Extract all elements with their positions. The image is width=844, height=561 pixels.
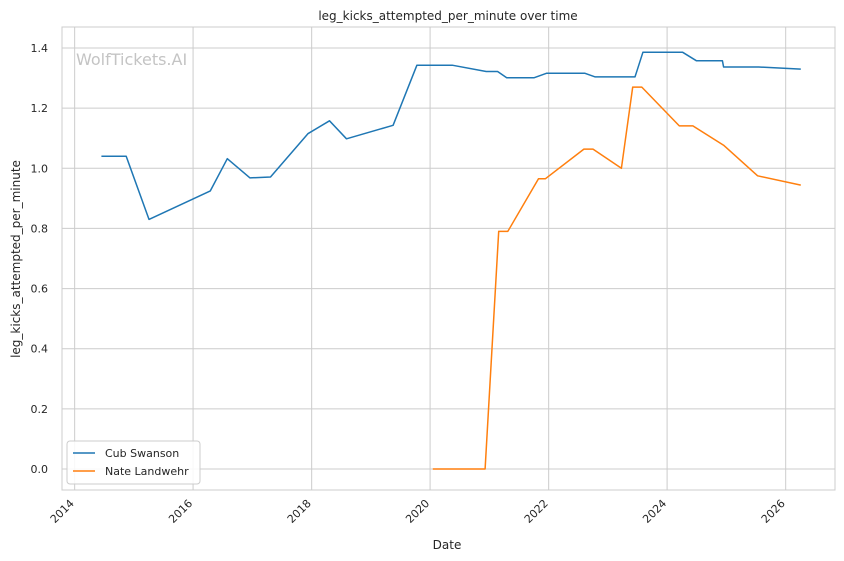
x-axis-label: Date [433, 538, 462, 552]
y-axis-label: leg_kicks_attempted_per_minute [9, 160, 23, 358]
x-tick-label: 2024 [640, 497, 669, 526]
x-tick-label: 2016 [166, 497, 195, 526]
chart-title: leg_kicks_attempted_per_minute over time [318, 9, 577, 23]
watermark: WolfTickets.AI [76, 50, 187, 69]
legend: Cub Swanson Nate Landwehr [66, 440, 201, 485]
series-lines [101, 51, 801, 470]
legend-label-1: Nate Landwehr [105, 465, 189, 478]
x-tick-label: 2022 [522, 497, 551, 526]
series-line-0 [101, 51, 801, 221]
y-tick-label: 0.2 [31, 403, 49, 416]
grid [62, 27, 835, 490]
y-tick-label: 0.6 [31, 283, 49, 296]
legend-label-0: Cub Swanson [105, 447, 179, 460]
plot-area [61, 26, 836, 491]
x-tick-label: 2018 [285, 497, 314, 526]
y-tick-label: 0.4 [31, 343, 49, 356]
y-tick-label: 1.4 [31, 42, 49, 55]
series-line-1 [432, 86, 801, 470]
y-tick-label: 1.2 [31, 102, 49, 115]
x-tick-labels: 2014 2016 2018 2020 2022 2024 2026 [48, 497, 788, 526]
y-tick-labels: 0.0 0.2 0.4 0.6 0.8 1.0 1.2 1.4 [31, 42, 49, 476]
y-tick-label: 0.8 [31, 222, 49, 235]
legend-box [66, 440, 201, 485]
x-tick-label: 2014 [48, 497, 77, 526]
x-tick-label: 2026 [759, 497, 788, 526]
y-tick-label: 0.0 [31, 463, 49, 476]
x-tick-label: 2020 [403, 497, 432, 526]
y-tick-label: 1.0 [31, 162, 49, 175]
